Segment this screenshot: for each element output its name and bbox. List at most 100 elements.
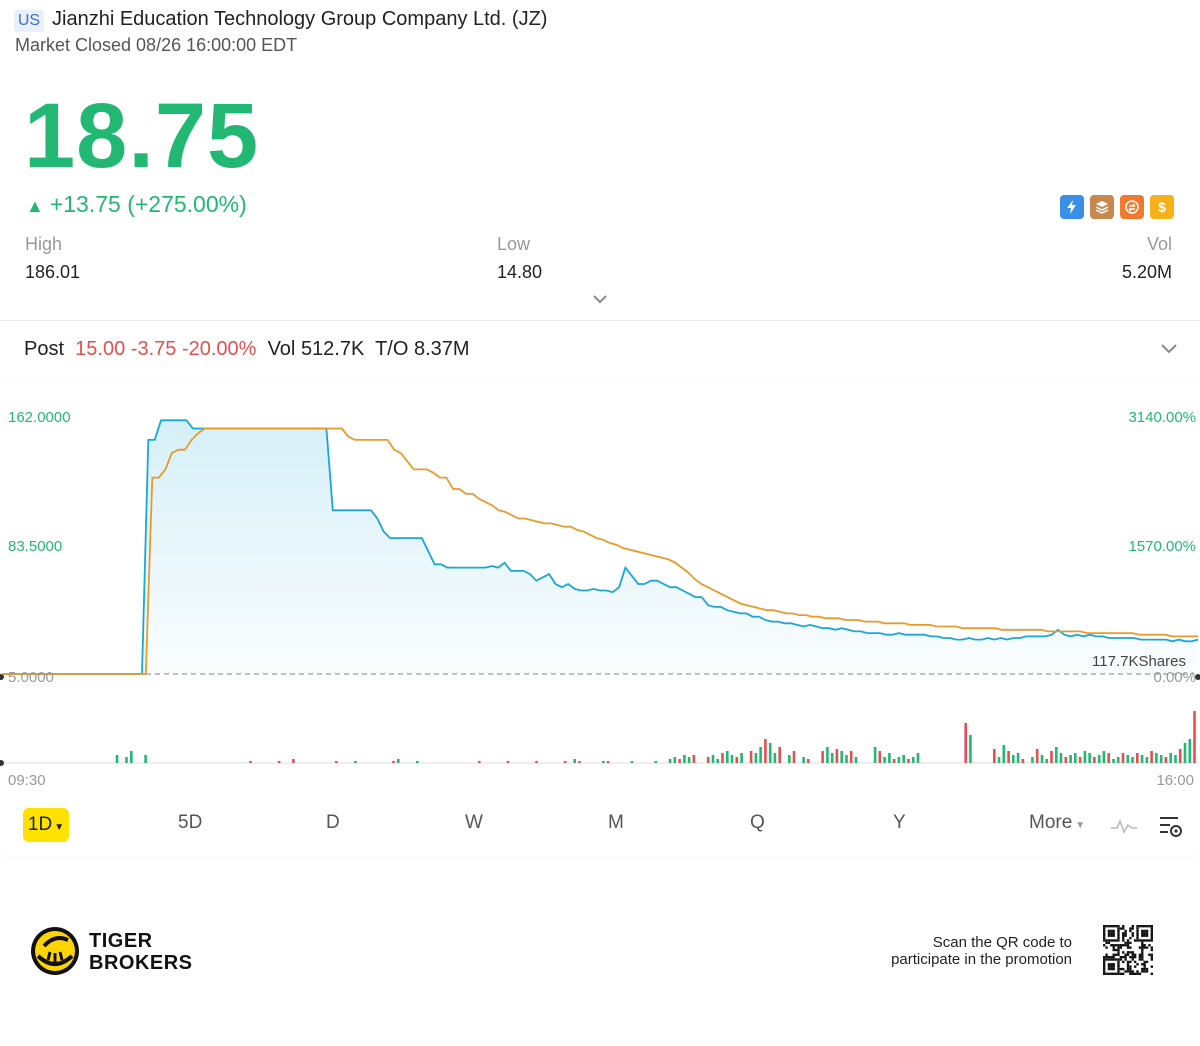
qr-cell	[1143, 967, 1146, 971]
qr-cell	[1138, 953, 1142, 956]
qr-cell	[1107, 972, 1111, 975]
y-left-tick: 5.0000	[8, 669, 54, 686]
volume-bar	[1169, 753, 1172, 763]
post-market-row: Post 15.00 -3.75 -20.00% Vol 512.7K T/O …	[24, 338, 470, 361]
tab-more[interactable]: More ▼	[1029, 812, 1085, 834]
swap-icon[interactable]	[1120, 195, 1144, 219]
qr-cell	[1112, 953, 1115, 956]
volume-bar	[1088, 753, 1091, 763]
price-change: ▲ +13.75 (+275.00%)	[26, 191, 247, 218]
qr-cell	[1122, 934, 1125, 937]
vol-label: Vol	[1146, 234, 1172, 254]
y-right-tick: 0.00%	[1153, 669, 1196, 686]
qr-cell	[1126, 965, 1130, 968]
tab-y[interactable]: Y	[893, 812, 906, 833]
promo-text: Scan the QR code to participate in the p…	[860, 934, 1072, 968]
qr-cell	[1131, 951, 1134, 954]
volume-bar	[807, 759, 810, 763]
qr-cell	[1126, 953, 1130, 956]
qr-cell	[1112, 946, 1115, 949]
qr-cell	[1122, 951, 1125, 954]
intraday-chart[interactable]: 162.0000 83.5000 5.0000 3140.00% 1570.00…	[0, 380, 1200, 800]
volume-bar	[249, 761, 252, 763]
qr-cell	[1110, 972, 1113, 975]
post-turnover-value: 8.37M	[414, 338, 470, 360]
qr-cell	[1105, 946, 1108, 949]
qr-cell	[1103, 965, 1106, 968]
chart-settings-icon[interactable]	[1158, 814, 1184, 840]
volume-bar	[1035, 749, 1039, 763]
chart-layer	[0, 419, 1200, 766]
indicator-icon[interactable]	[1110, 816, 1138, 836]
volume-bar	[1031, 757, 1034, 763]
qr-cell	[1126, 946, 1130, 949]
tab-w[interactable]: W	[465, 812, 483, 833]
volume-bar	[1021, 759, 1025, 763]
qr-cell	[1138, 925, 1142, 928]
volume-bar	[802, 757, 805, 763]
qr-cell	[1107, 934, 1111, 937]
x-label-open: 09:30	[8, 772, 46, 789]
y-right-tick: 1570.00%	[1128, 538, 1196, 555]
qr-cell	[1122, 960, 1125, 964]
qr-cell	[1141, 946, 1144, 949]
qr-cell	[1150, 972, 1153, 975]
qr-cell	[1119, 958, 1123, 961]
qr-cell	[1112, 963, 1115, 966]
volume-bar	[692, 755, 696, 763]
caret-down-icon: ▼	[1075, 820, 1086, 831]
tab-1d-label: 1D	[27, 814, 53, 835]
volume-bar	[726, 751, 729, 763]
qr-cell	[1122, 972, 1125, 975]
qr-cell	[1131, 970, 1134, 973]
qr-cell	[1114, 944, 1118, 947]
qr-cell	[1145, 925, 1149, 928]
tiger-logo-icon	[31, 927, 79, 975]
low-value: 14.80	[497, 262, 543, 282]
chevron-down-icon[interactable]	[590, 292, 610, 308]
qr-cell	[1103, 960, 1106, 964]
volume-bar	[397, 759, 400, 763]
qr-cell	[1117, 963, 1120, 966]
volume-bar	[840, 751, 843, 763]
dollar-icon[interactable]: $	[1150, 195, 1174, 219]
tab-5d[interactable]: 5D	[178, 812, 203, 833]
volume-bar	[773, 753, 777, 763]
qr-cell	[1103, 934, 1106, 937]
post-vol-value: 512.7K	[300, 338, 365, 360]
market-tag: US	[14, 10, 44, 32]
volume-bar	[1074, 753, 1077, 763]
volume-bar	[835, 749, 839, 763]
qr-code[interactable]	[1103, 925, 1153, 975]
volume-bar	[735, 757, 739, 763]
tab-d[interactable]: D	[326, 812, 340, 833]
qr-cell	[1129, 967, 1132, 971]
tab-1d[interactable]: 1D ▼	[23, 808, 69, 842]
qr-cell	[1129, 970, 1132, 973]
qr-cell	[1131, 953, 1134, 956]
qr-cell	[1126, 939, 1130, 942]
qr-cell	[1150, 953, 1153, 956]
qr-cell	[1103, 936, 1106, 940]
qr-cell	[1117, 948, 1120, 952]
lightning-icon[interactable]	[1060, 195, 1084, 219]
qr-cell	[1105, 955, 1108, 959]
qr-cell	[1103, 929, 1106, 933]
volume-bar	[144, 755, 147, 763]
qr-cell	[1112, 932, 1115, 935]
qr-cell	[1124, 955, 1127, 959]
qr-cell	[1110, 955, 1113, 959]
chevron-down-icon[interactable]	[1160, 342, 1178, 356]
volume-bar	[1002, 745, 1006, 763]
tab-m[interactable]: M	[608, 812, 624, 833]
volume-bar	[1136, 753, 1139, 763]
qr-cell	[1110, 967, 1113, 971]
volume-bar	[1116, 757, 1120, 763]
qr-cell	[1105, 953, 1108, 956]
layers-icon[interactable]	[1090, 195, 1114, 219]
qr-cell	[1122, 944, 1125, 947]
tab-q[interactable]: Q	[750, 812, 765, 833]
high-value: 186.01	[25, 262, 81, 282]
volume-bar	[969, 735, 972, 763]
qr-cell	[1141, 958, 1144, 961]
